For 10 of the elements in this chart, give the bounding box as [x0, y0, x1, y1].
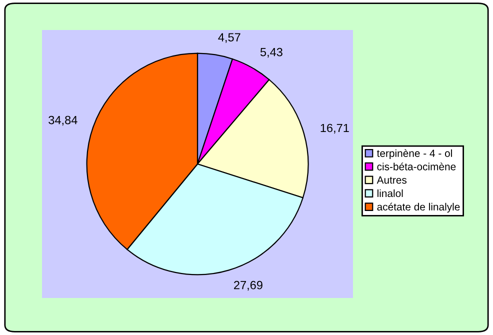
legend-label: acétate de linalyle	[377, 202, 460, 213]
data-label: 4,57	[218, 33, 240, 43]
data-label: 5,43	[260, 48, 282, 58]
legend-label: cis-béta-ocimène	[377, 162, 456, 170]
data-label: 27,69	[234, 280, 262, 291]
data-label: 16,71	[320, 124, 349, 134]
legend-label: terpinène - 4 - ol	[376, 149, 452, 160]
data-label: 34,84	[48, 116, 78, 126]
legend-label: linalol	[377, 189, 403, 198]
legend-label: Autres	[376, 176, 407, 184]
